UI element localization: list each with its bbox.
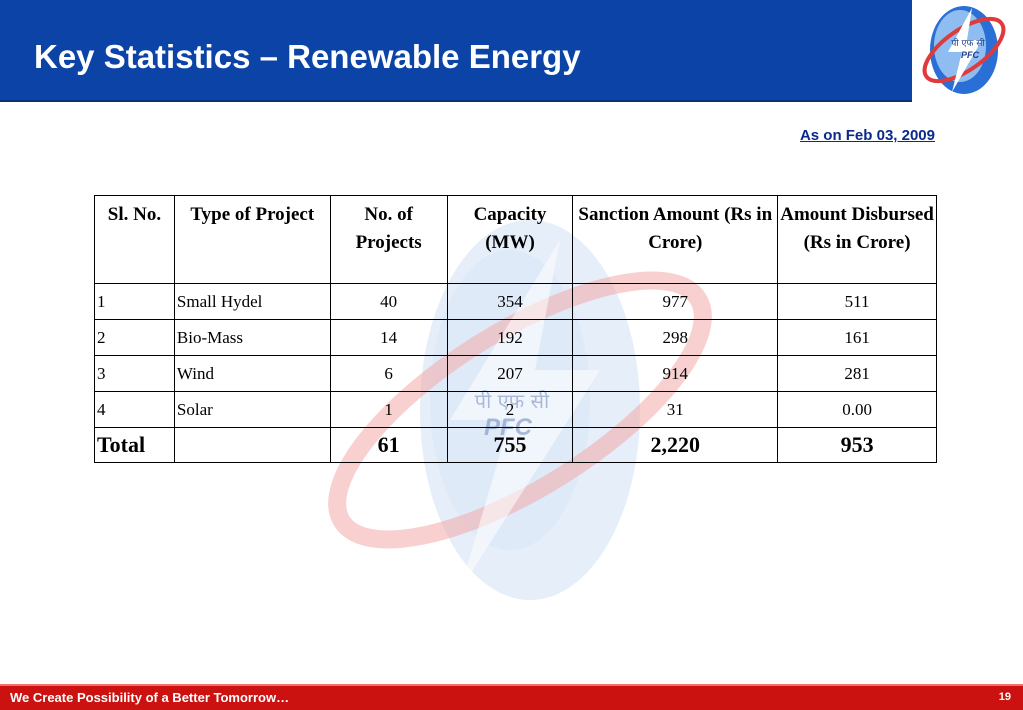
header-amount-disbursed: Amount Disbursed (Rs in Crore) [777,195,937,284]
as-on-date: As on Feb 03, 2009 [799,127,935,144]
header-bar: Key Statistics – Renewable Energy [0,0,912,102]
table-row: 3 Wind 6 207 914 281 [94,355,937,392]
cell-sl-no: 3 [94,355,175,392]
total-disbursed: 953 [777,427,937,463]
cell-capacity: 207 [446,355,574,392]
cell-sl-no: 2 [94,319,175,356]
table-row: 2 Bio-Mass 14 192 298 161 [94,319,937,356]
footer-bar: We Create Possibility of a Better Tomorr… [0,684,1023,710]
cell-project-type: Wind [173,355,331,392]
header-no-of-projects: No. of Projects [329,195,448,284]
total-empty-cell [173,427,331,463]
cell-projects: 6 [329,355,448,392]
table-row: 1 Small Hydel 40 354 977 511 [94,283,937,320]
footer-slogan: We Create Possibility of a Better Tomorr… [10,690,290,705]
table-row: 4 Solar 1 2 31 0.00 [94,391,937,428]
header-capacity: Capacity (MW) [446,195,574,284]
pfc-logo-icon: पी एफ सी PFC [922,6,1006,94]
total-sanction: 2,220 [572,427,779,463]
total-label: Total [94,427,175,463]
cell-capacity: 2 [446,391,574,428]
header-type-of-project: Type of Project [173,195,331,284]
cell-capacity: 192 [446,319,574,356]
total-capacity: 755 [446,427,574,463]
cell-capacity: 354 [446,283,574,320]
total-projects: 61 [329,427,448,463]
slide-title: Key Statistics – Renewable Energy [34,38,581,75]
cell-sanction: 31 [572,391,779,428]
cell-disbursed: 161 [777,319,937,356]
header-sanction-amount: Sanction Amount (Rs in Crore) [572,195,779,284]
cell-disbursed: 281 [777,355,937,392]
renewable-energy-stats-table: Sl. No. Type of Project No. of Projects … [94,195,937,463]
cell-disbursed: 511 [777,283,937,320]
table-total-row: Total 61 755 2,220 953 [94,427,937,463]
cell-projects: 40 [329,283,448,320]
cell-project-type: Small Hydel [173,283,331,320]
page-number: 19 [998,691,1011,703]
cell-project-type: Solar [173,391,331,428]
logo-hindi-text: पी एफ सी [951,37,985,49]
cell-sanction: 298 [572,319,779,356]
cell-disbursed: 0.00 [777,391,937,428]
cell-sl-no: 1 [94,283,175,320]
cell-sanction: 977 [572,283,779,320]
logo-text: PFC [961,50,980,60]
cell-sl-no: 4 [94,391,175,428]
cell-project-type: Bio-Mass [173,319,331,356]
cell-sanction: 914 [572,355,779,392]
cell-projects: 14 [329,319,448,356]
cell-projects: 1 [329,391,448,428]
table-header-row: Sl. No. Type of Project No. of Projects … [94,195,937,284]
header-sl-no: Sl. No. [94,195,175,284]
